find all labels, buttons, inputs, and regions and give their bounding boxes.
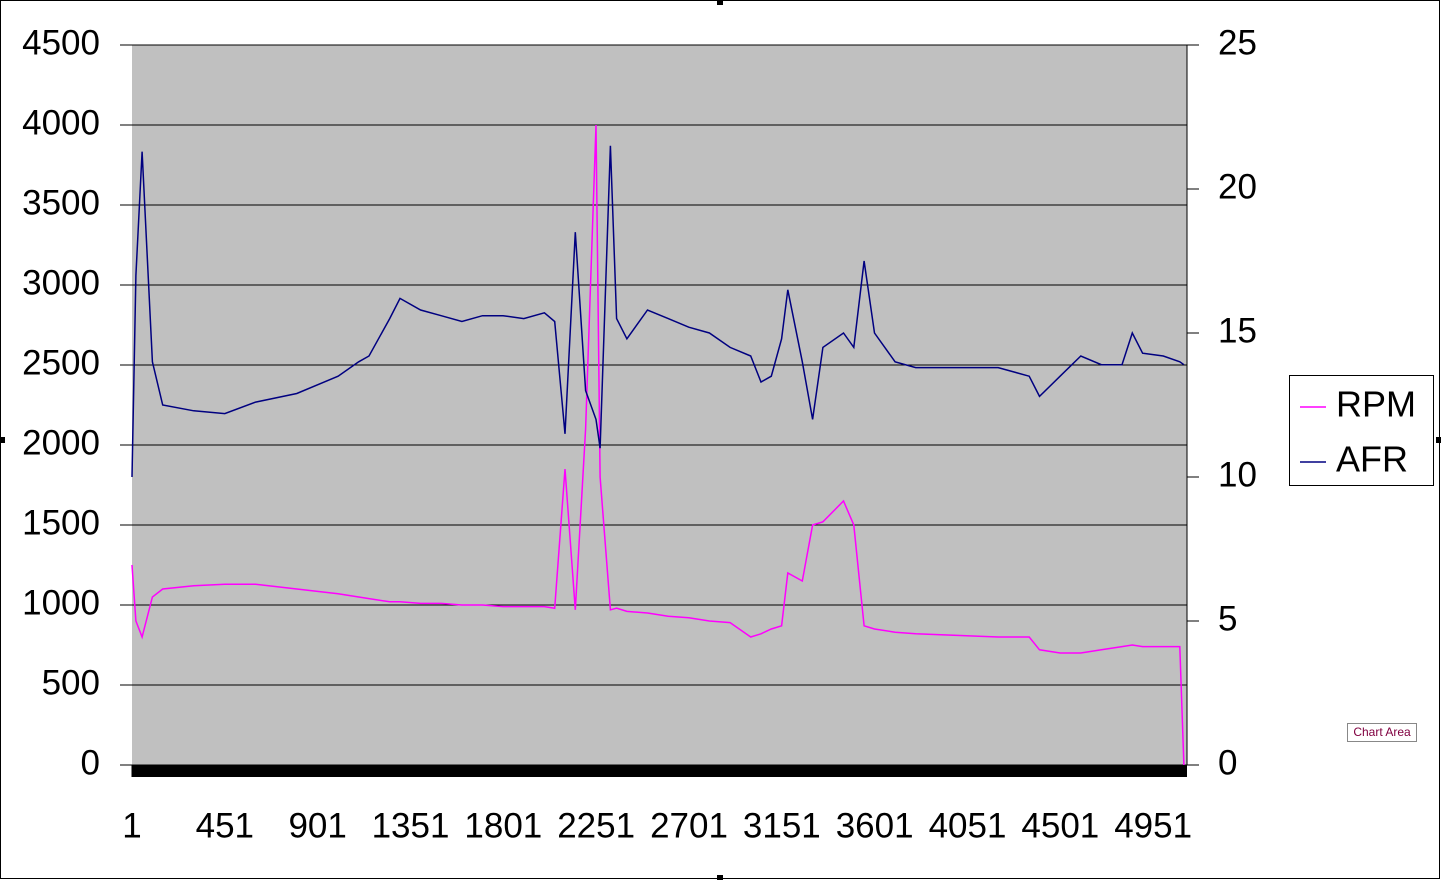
y-tick-label: 4000	[22, 103, 100, 142]
x-tick-label: 3151	[743, 806, 821, 845]
legend	[1289, 375, 1434, 486]
legend-label: AFR	[1336, 439, 1408, 480]
x-tick-label: 451	[196, 806, 254, 845]
handle	[0, 437, 5, 443]
plot-area	[132, 45, 1187, 765]
x-tick-label: 1351	[372, 806, 450, 845]
series-line	[131, 145, 1185, 478]
x-tick-label: 2701	[650, 806, 728, 845]
x-tick-label: 3601	[836, 806, 914, 845]
y2-tick-label: 5	[1218, 599, 1237, 638]
x-axis	[132, 765, 1187, 777]
x-tick-label: 1	[122, 806, 141, 845]
y2-tick-label: 15	[1218, 311, 1257, 350]
y2-tick-label: 10	[1218, 455, 1257, 494]
y-tick-label: 2000	[22, 423, 100, 462]
tooltip: Chart Area	[1353, 725, 1411, 739]
y-tick-label: 4500	[22, 23, 100, 62]
x-tick-label: 4951	[1114, 806, 1192, 845]
handle	[717, 875, 723, 880]
series-line	[131, 124, 1185, 766]
y-tick-label: 2500	[22, 343, 100, 382]
x-tick-label: 2251	[557, 806, 635, 845]
legend-label: RPM	[1336, 384, 1416, 425]
y-tick-label: 0	[81, 743, 100, 782]
x-tick-label: 4501	[1021, 806, 1099, 845]
y-tick-label: 3500	[22, 183, 100, 222]
x-tick-label: 4051	[929, 806, 1007, 845]
y-tick-label: 1500	[22, 503, 100, 542]
y-tick-label: 1000	[22, 583, 100, 622]
handle	[717, 0, 723, 5]
x-tick-label: 901	[288, 806, 346, 845]
x-tick-label: 1801	[464, 806, 542, 845]
y-tick-label: 500	[42, 663, 100, 702]
y2-tick-label: 20	[1218, 167, 1257, 206]
tooltip-box	[1347, 723, 1417, 742]
handle	[1436, 437, 1441, 443]
y2-tick-label: 0	[1218, 743, 1237, 782]
y-tick-label: 3000	[22, 263, 100, 302]
y2-tick-label: 25	[1218, 23, 1257, 62]
